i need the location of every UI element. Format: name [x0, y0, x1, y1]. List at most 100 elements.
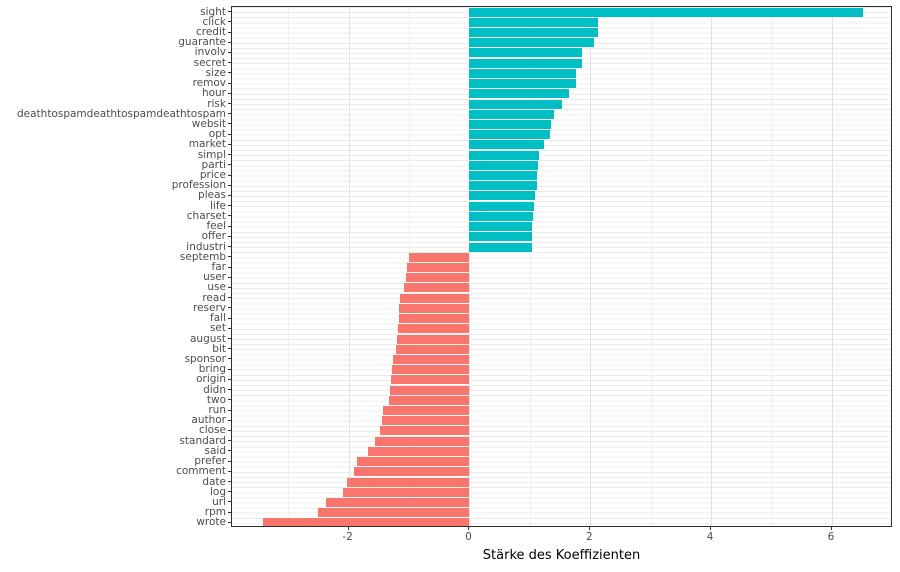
bar: [469, 109, 555, 119]
y-axis-tick: [228, 501, 231, 503]
y-axis-tick: [228, 317, 231, 319]
y-axis-tick: [228, 450, 231, 452]
bar: [346, 477, 470, 487]
y-axis: sight click credit guarante involv secret size…: [0, 6, 226, 529]
bar: [469, 171, 537, 181]
bar: [469, 160, 538, 170]
x-axis-tick: [347, 527, 349, 530]
y-axis-tick: [228, 481, 231, 483]
y-axis-label: user: [203, 271, 226, 284]
y-axis-label: risk: [207, 97, 226, 110]
y-axis-label: offer: [201, 230, 226, 243]
bar: [390, 375, 470, 385]
y-axis-label: log: [209, 485, 226, 498]
y-axis-tick: [228, 419, 231, 421]
y-axis-label: size: [205, 66, 226, 79]
bar: [469, 232, 532, 242]
y-axis-tick: [228, 440, 231, 442]
x-axis-tick: [710, 527, 712, 530]
vertical-gridline-minor: [529, 7, 531, 526]
x-axis-tick: [589, 527, 591, 530]
y-axis-tick: [228, 389, 231, 391]
y-axis-label: fall: [210, 312, 226, 325]
y-axis-label: wrote: [196, 516, 226, 529]
y-axis-tick: [228, 491, 231, 493]
bar: [367, 446, 470, 456]
y-axis-tick: [228, 511, 231, 513]
y-axis-tick: [228, 460, 231, 462]
y-axis-label: author: [191, 414, 226, 427]
bar: [469, 119, 551, 129]
y-axis-tick: [228, 378, 231, 380]
y-axis-label: read: [202, 291, 226, 304]
bar: [318, 508, 470, 518]
y-axis-tick: [228, 72, 231, 74]
y-axis-label: septemb: [179, 250, 226, 263]
bar: [469, 211, 533, 221]
y-axis-label: market: [188, 138, 226, 151]
bar: [469, 130, 550, 140]
x-axis-tick: [468, 527, 470, 530]
bar: [357, 457, 470, 467]
y-axis-tick: [228, 113, 231, 115]
bar: [391, 365, 470, 375]
y-axis-label: comment: [176, 465, 226, 478]
y-axis-tick: [228, 164, 231, 166]
bar: [397, 324, 470, 334]
y-axis-label: websit: [191, 117, 226, 130]
y-axis-label: guarante: [178, 36, 226, 49]
vertical-gridline-major: [711, 7, 713, 526]
bar: [326, 497, 470, 507]
y-axis-label: prefer: [194, 455, 226, 468]
y-axis-tick: [228, 521, 231, 523]
bar: [469, 222, 533, 232]
x-axis-tick-label: 2: [585, 531, 593, 543]
y-axis-tick: [228, 297, 231, 299]
bar: [469, 38, 594, 48]
bar: [406, 262, 470, 272]
y-axis-tick: [228, 11, 231, 13]
y-axis-label: didn: [203, 383, 226, 396]
y-axis-label: set: [209, 322, 226, 335]
bar: [383, 406, 470, 415]
y-axis-tick: [228, 358, 231, 360]
y-axis-tick: [228, 123, 231, 125]
bar: [469, 17, 599, 27]
y-axis-label: reserv: [192, 301, 226, 314]
y-axis-tick: [228, 41, 231, 43]
y-axis-label: origin: [196, 373, 226, 386]
y-axis-label: involv: [194, 46, 226, 59]
bar: [343, 487, 470, 497]
bar: [396, 334, 470, 344]
y-axis-label: august: [190, 332, 226, 345]
y-axis-label: standard: [179, 434, 226, 447]
y-axis-label: date: [202, 475, 226, 488]
bar: [469, 242, 532, 252]
y-axis-label: sponsor: [184, 352, 226, 365]
y-axis-tick: [228, 133, 231, 135]
plot-panel: [231, 6, 892, 528]
y-axis-label: secret: [193, 56, 226, 69]
y-axis-tick: [228, 21, 231, 23]
y-axis-label: close: [198, 424, 226, 437]
bar: [263, 518, 470, 528]
y-axis-label: remov: [192, 77, 226, 90]
bar: [469, 58, 582, 68]
y-axis-label: deathtospamdeathtospamdeathtospam: [16, 107, 226, 120]
bar: [381, 416, 470, 426]
bar: [469, 201, 535, 211]
y-axis-tick: [228, 276, 231, 278]
x-axis-tick: [830, 527, 832, 530]
y-axis-tick: [228, 409, 231, 411]
bar: [469, 191, 536, 201]
vertical-gridline-minor: [771, 7, 773, 526]
y-axis-tick: [228, 338, 231, 339]
bar: [469, 99, 562, 109]
bar: [469, 89, 570, 99]
y-axis-label: pleas: [198, 189, 226, 202]
vertical-gridline-major: [348, 7, 350, 526]
vertical-gridline-major: [469, 7, 471, 526]
bar: [389, 385, 470, 395]
y-axis-tick: [228, 399, 231, 401]
